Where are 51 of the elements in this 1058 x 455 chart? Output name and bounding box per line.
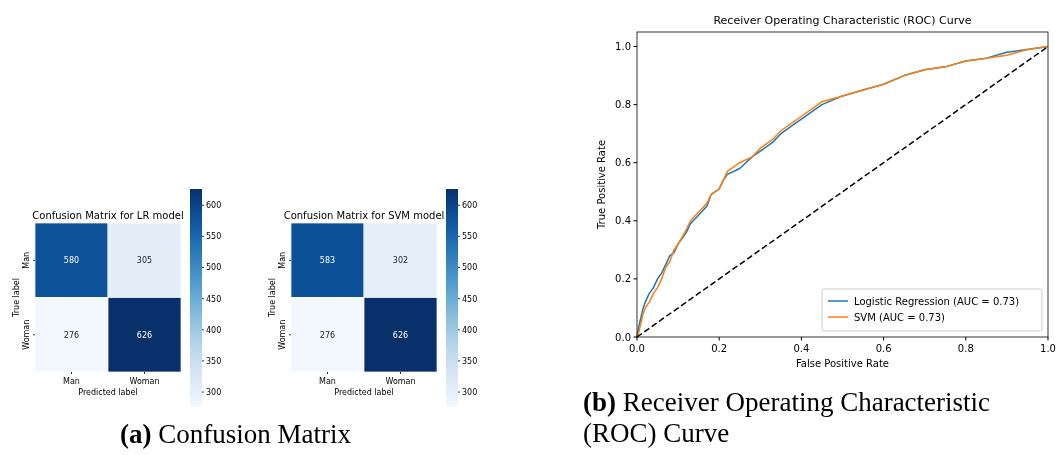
x-tick-label: Man [319, 377, 336, 386]
legend-label: SVM (AUC = 0.73) [854, 312, 946, 323]
data-label: 276 [63, 330, 80, 340]
y-tick-label: 0.2 [615, 273, 631, 285]
x-tick-label: Woman [385, 377, 416, 386]
x-axis-title: Predicted label [78, 388, 138, 397]
color-bar-label: 500 [462, 263, 478, 273]
color-bar-label: 500 [206, 263, 222, 273]
data-label: 305 [136, 256, 153, 266]
y-tick-label: 0.0 [615, 331, 631, 343]
data-label: 580 [63, 256, 80, 266]
x-tick-label: Woman [129, 377, 160, 386]
y-tick-label: 0.6 [615, 157, 631, 169]
color-bar-label: 350 [462, 356, 478, 366]
y-axis-title: True Positive Rate [596, 139, 607, 231]
x-tick-label: 0.4 [793, 343, 810, 354]
x-axis-title: Predicted label [334, 388, 394, 397]
color-bar-label: 550 [206, 232, 222, 242]
color-bar-label: 550 [462, 232, 478, 242]
data-label: 276 [319, 330, 336, 340]
data-label: 302 [392, 256, 409, 266]
data-label: 626 [392, 330, 409, 340]
x-tick-label: 0.0 [629, 343, 645, 354]
text: (a) Confusion Matrix [120, 419, 352, 449]
x-axis-title: False Positive Rate [796, 358, 889, 369]
color-bar-label: 600 [462, 201, 478, 211]
color-bar-label: 400 [206, 325, 222, 335]
y-tick-label: 1.0 [615, 41, 631, 53]
color-bar-label: 400 [462, 325, 478, 335]
chart-title: Confusion Matrix for LR model [32, 210, 184, 221]
chart-title: Confusion Matrix for SVM model [283, 210, 445, 221]
y-axis-title: True label [268, 278, 277, 318]
x-tick-label: 1.0 [1040, 343, 1056, 354]
chart-title: Receiver Operating Characteristic (ROC) Curve [713, 14, 972, 27]
data-label: 626 [136, 330, 153, 340]
data-label: 583 [319, 256, 336, 266]
text: (b) Receiver Operating Characteristic (ROC) Curve [583, 387, 991, 448]
x-tick-label: 0.8 [957, 343, 974, 354]
color-bar-label: 600 [206, 201, 222, 211]
color-bar-label: 450 [462, 294, 478, 304]
y-axis-title: True label [12, 278, 21, 318]
color-bar-label: 300 [462, 388, 478, 398]
y-tick-label: 0.4 [615, 215, 631, 227]
x-tick-label: 0.2 [711, 343, 728, 354]
y-tick-label: 0.8 [615, 99, 631, 111]
x-tick-label: Man [63, 377, 80, 386]
color-bar-label: 350 [206, 356, 222, 366]
legend-label: Logistic Regression (AUC = 0.73) [854, 296, 1020, 307]
x-tick-label: 0.6 [875, 343, 892, 354]
color-bar-label: 450 [206, 294, 222, 304]
color-bar-label: 300 [206, 388, 222, 398]
